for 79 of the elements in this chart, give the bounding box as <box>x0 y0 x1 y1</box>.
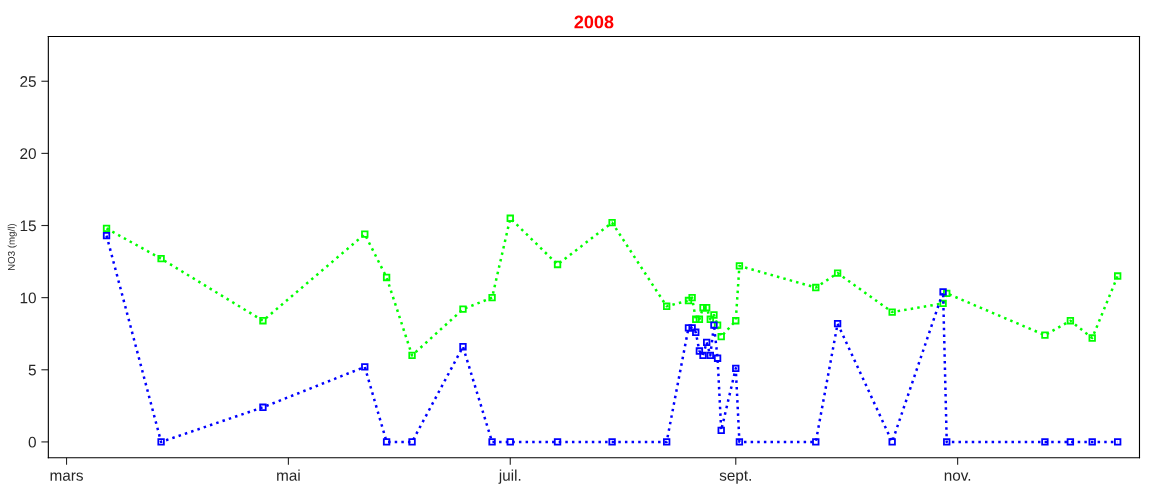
point <box>684 296 693 305</box>
point <box>553 438 562 446</box>
y-axis-title: NO3 (mg/l) <box>7 223 17 271</box>
point <box>488 293 496 302</box>
point <box>699 304 707 312</box>
point <box>408 438 416 446</box>
point <box>361 363 369 371</box>
point <box>1088 438 1096 446</box>
point <box>1113 438 1122 446</box>
x-tick-label: juil. <box>498 469 521 484</box>
point <box>506 214 514 222</box>
chart-title: 2008 <box>574 15 614 29</box>
y-tick-label: 20 <box>20 148 36 160</box>
point <box>1066 438 1075 446</box>
point <box>695 347 704 355</box>
point <box>553 260 562 269</box>
point <box>699 351 707 360</box>
point <box>717 332 725 341</box>
point <box>706 351 714 360</box>
point <box>459 305 467 313</box>
y-tick-label: 25 <box>20 76 36 87</box>
point <box>459 343 467 351</box>
point <box>833 269 842 277</box>
point <box>888 308 896 316</box>
point <box>710 311 718 319</box>
point <box>408 351 416 360</box>
y-tick-label: 0 <box>28 436 36 448</box>
point <box>812 283 820 292</box>
point <box>713 354 722 362</box>
y-tick-label: 10 <box>20 292 36 304</box>
point <box>382 273 391 282</box>
y-tick-label: 5 <box>28 364 36 376</box>
point <box>157 255 165 263</box>
point <box>259 317 267 325</box>
point <box>662 302 671 310</box>
point <box>833 319 842 328</box>
y-tick-label: 15 <box>20 220 36 232</box>
x-tick-label: mai <box>277 469 300 481</box>
point <box>717 426 725 435</box>
point <box>939 288 947 296</box>
point <box>692 328 700 336</box>
point <box>702 304 711 312</box>
point <box>1113 272 1122 280</box>
point <box>706 315 714 323</box>
point <box>732 364 740 373</box>
x-tick-label: nov. <box>944 472 971 481</box>
point <box>102 231 111 240</box>
point <box>713 321 722 329</box>
point <box>361 230 369 238</box>
point <box>1041 331 1049 339</box>
point <box>812 438 820 446</box>
point <box>888 438 896 446</box>
point <box>488 438 496 446</box>
point <box>1066 317 1075 325</box>
point <box>688 293 696 302</box>
point <box>382 438 391 446</box>
point <box>259 403 267 411</box>
point <box>735 262 744 270</box>
point <box>695 315 704 323</box>
point <box>506 438 514 446</box>
point <box>608 218 616 227</box>
point <box>102 224 111 233</box>
point <box>943 438 951 446</box>
point <box>688 324 696 332</box>
point <box>732 317 740 325</box>
point <box>943 289 951 298</box>
point <box>1041 438 1049 446</box>
point <box>662 438 671 446</box>
x-tick-label: mars <box>50 472 83 481</box>
x-tick-label: sept. <box>719 470 751 484</box>
point <box>1088 334 1096 342</box>
point <box>608 438 616 446</box>
point <box>702 338 711 347</box>
point <box>157 438 165 446</box>
point <box>692 315 700 323</box>
point <box>735 438 744 446</box>
point <box>684 324 693 332</box>
point <box>710 321 718 329</box>
point <box>939 299 947 308</box>
